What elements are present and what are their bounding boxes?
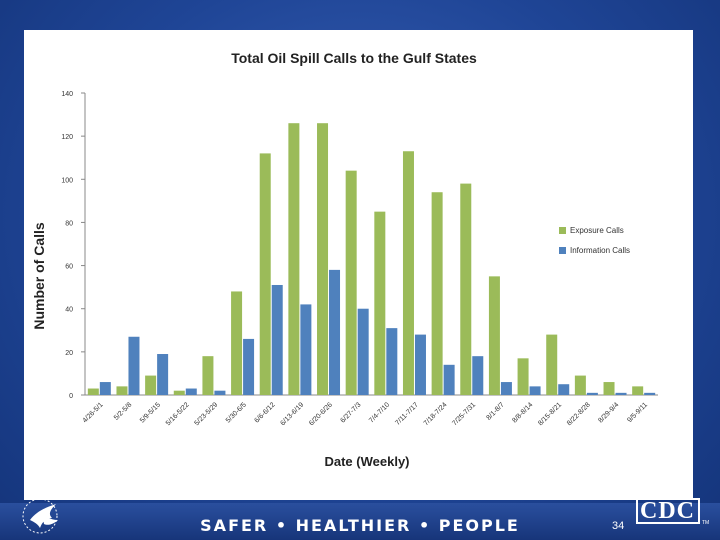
information-calls-bar [644,392,656,395]
exposure-calls-bar [402,151,414,395]
x-tick-label: 7/4-7/10 [368,401,391,424]
exposure-calls-bar [488,276,500,395]
information-calls-bar [443,364,455,395]
exposure-calls-bar [259,153,271,395]
bar-chart: Total Oil Spill Calls to the Gulf States… [31,50,658,469]
x-tick-label: 8/8-8/14 [511,401,534,424]
exposure-calls-bar [431,192,443,395]
exposure-calls-bar [202,356,214,395]
information-calls-bar [500,382,512,395]
information-calls-bar [271,284,283,395]
cdc-logo-frame [636,498,700,524]
information-calls-bar [586,392,598,395]
x-tick-label: 6/13-6/19 [279,401,305,427]
x-tick-label: 5/16-5/22 [165,401,191,427]
x-tick-label: 5/30-6/5 [225,401,248,424]
information-calls-bar [157,354,169,395]
y-tick-label: 100 [61,177,73,184]
y-tick-label: 80 [65,220,73,227]
x-tick-label: 6/27-7/3 [339,401,362,424]
information-calls-bar [300,304,312,395]
information-calls-bar [357,308,369,395]
x-tick-label: 6/6-6/12 [254,401,277,424]
information-calls-bar [386,328,398,395]
x-tick-label: 7/25-7/31 [451,401,477,427]
exposure-calls-bar [460,183,472,395]
exposure-calls-bar [231,291,243,395]
x-tick-label: 8/1-8/7 [485,401,505,421]
chart-title: Total Oil Spill Calls to the Gulf States [231,50,477,66]
y-tick-label: 0 [69,393,73,400]
y-tick-label: 20 [65,350,73,357]
x-tick-label: 9/5-9/11 [626,401,649,424]
y-tick-label: 40 [65,307,73,314]
legend-label-exposure: Exposure Calls [570,226,624,235]
x-tick-label: 5/2-5/8 [113,401,133,421]
bars [87,123,656,395]
legend-swatch-exposure [559,227,566,234]
information-calls-bar [214,390,226,395]
x-tick-label: 8/22-8/28 [566,401,592,427]
information-calls-bar [529,386,541,395]
exposure-calls-bar [145,375,157,395]
exposure-calls-bar [317,123,329,395]
y-tick-label: 60 [65,264,73,271]
information-calls-bar [128,336,140,395]
exposure-calls-bar [87,388,99,395]
information-calls-bar [185,388,197,395]
x-tick-label: 7/11-7/17 [394,401,420,427]
x-tick-label: 4/26-5/1 [82,401,105,424]
information-calls-bar [472,356,484,395]
exposure-calls-bar [345,170,357,395]
hhs-eagle-logo-icon [22,498,58,534]
x-tick-label: 8/15-8/21 [537,401,563,427]
information-calls-bar [243,338,255,395]
exposure-calls-bar [574,375,586,395]
y-tick-label: 140 [61,91,73,98]
exposure-calls-bar [116,386,128,395]
chart-frame: Total Oil Spill Calls to the Gulf States… [24,30,693,500]
footer-slogan: SAFER • HEALTHIER • PEOPLE [200,516,520,535]
exposure-calls-bar [173,390,185,395]
exposure-calls-bar [374,211,386,395]
trademark-mark: TM [702,520,710,526]
y-axis: 0 20 40 60 80 100 120 140 [61,91,86,400]
exposure-calls-bar [546,334,558,395]
y-tick-label: 120 [61,134,73,141]
exposure-calls-bar [288,123,300,395]
x-tick-label: 5/23-5/29 [193,401,219,427]
legend-label-information: Information Calls [570,246,630,255]
cdc-logo-text: CDC [640,498,695,524]
x-axis-title: Date (Weekly) [324,454,409,469]
exposure-calls-bar [632,386,644,395]
page-number: 34 [612,520,625,532]
information-calls-bar [414,334,426,395]
exposure-calls-bar [517,358,529,395]
information-calls-bar [329,269,341,395]
information-calls-bar [99,382,111,395]
x-tick-label: 6/20-6/26 [308,401,334,427]
x-axis: 4/26-5/1 5/2-5/8 5/9-5/15 5/16-5/22 5/23-5/2… [82,394,658,427]
exposure-calls-bar [603,382,615,395]
footer-band [0,503,720,540]
x-tick-label: 8/29-9/4 [597,401,620,424]
y-axis-title: Number of Calls [31,222,47,330]
cdc-logo: CDC TM [636,496,709,536]
legend: Exposure Calls Information Calls [559,226,630,255]
x-tick-label: 5/9-5/15 [139,401,162,424]
x-tick-label: 7/18-7/24 [423,401,449,427]
legend-swatch-information [559,247,566,254]
information-calls-bar [558,384,570,395]
information-calls-bar [615,392,627,395]
